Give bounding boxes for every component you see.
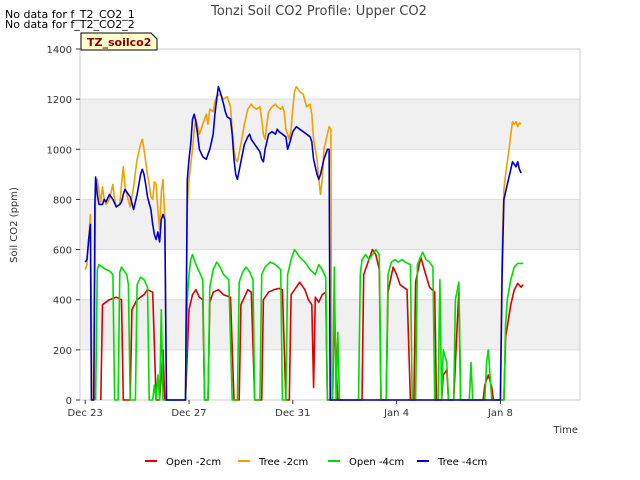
no-data-note-1: No data for f_T2_CO2_1: [5, 8, 135, 21]
legend-label: Tree -2cm: [258, 457, 308, 468]
x-tick-label: Dec 31: [275, 408, 310, 419]
legend-label: Open -4cm: [349, 457, 404, 468]
x-ticks: Dec 23 Dec 27 Dec 31 Jan 4 Jan 8: [68, 400, 513, 419]
y-ticks: 0 200 400 600 800 1000 1200 1400: [47, 45, 80, 407]
y-tick-label: 1400: [47, 45, 72, 56]
series-line-tree-2cm: [84, 85, 522, 401]
tag-box-shape: [80, 32, 158, 51]
legend-label: Tree -4cm: [437, 457, 487, 468]
y-tick-label: 0: [66, 396, 72, 407]
series-lines: [84, 85, 524, 401]
x-tick-label: Dec 23: [68, 408, 103, 419]
y-tick-label: 200: [53, 346, 72, 357]
y-tick-label: 600: [53, 246, 72, 257]
grid-band: [80, 99, 580, 150]
x-tick-label: Dec 27: [171, 408, 206, 419]
legend-label: Open -2cm: [166, 457, 221, 468]
x-tick-label: Jan 4: [383, 408, 409, 419]
legend: Open -2cm Tree -2cm Open -4cm Tree -4cm: [145, 457, 487, 468]
x-tick-label: Jan 8: [487, 408, 513, 419]
series-line-open-4cm: [94, 248, 523, 401]
tag-label: TZ_soilco2: [87, 36, 151, 49]
chart-title: Tonzi Soil CO2 Profile: Upper CO2: [210, 4, 427, 19]
x-axis-label: Time: [553, 425, 578, 436]
y-axis-label: Soil CO2 (ppm): [9, 187, 20, 263]
y-tick-label: 400: [53, 296, 72, 307]
series-line-tree-4cm: [84, 85, 522, 401]
y-tick-label: 1000: [47, 145, 72, 156]
tag-box: TZ_soilco2: [80, 32, 158, 51]
no-data-note-2: No data for f_T2_CO2_2: [5, 18, 135, 31]
y-tick-label: 800: [53, 195, 72, 206]
y-tick-label: 1200: [47, 95, 72, 106]
